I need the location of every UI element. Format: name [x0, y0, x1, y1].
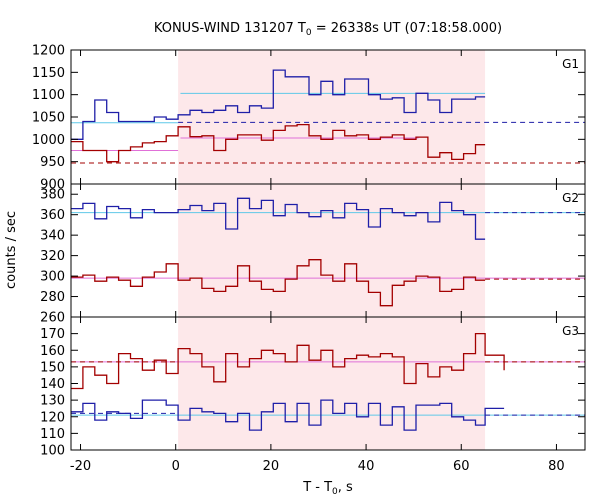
panel-g2-label: G2	[562, 191, 579, 205]
panel-g2-y-tick-label: 260	[40, 311, 65, 326]
panel-g2-y-tick-label: 280	[40, 290, 65, 305]
panel-g3-series-upper	[71, 399, 505, 431]
panel-g1-y-tick-label: 900	[40, 178, 65, 193]
y-axis-title: counts / sec	[4, 211, 19, 289]
plot-area: 90095010001050110011501200G1260280300320…	[32, 44, 586, 474]
panel-g1-series-lower	[71, 123, 486, 163]
panel-g3-y-tick-label: 150	[40, 360, 65, 375]
chart-title: KONUS-WIND 131207 T0 = 26338s UT (07:18:…	[154, 21, 502, 38]
panel-g3-y-tick-label: 140	[40, 377, 65, 392]
panel-g3-y-tick-label: 130	[40, 394, 65, 409]
burst-interval-shading	[178, 50, 486, 450]
panel-g3-y-tick-label: 160	[40, 344, 65, 359]
panel-g2-y-tick-label: 300	[40, 270, 65, 285]
panel-g2-series-lower	[71, 259, 486, 307]
x-axis-title: T - T0, s	[302, 480, 353, 497]
x-tick-label: 0	[172, 459, 180, 474]
panel-g2-y-tick-label: 360	[40, 208, 65, 223]
panel-g1-y-tick-label: 950	[40, 155, 65, 170]
x-tick-label: -20	[70, 459, 91, 474]
panel-g2-y-tick-label: 320	[40, 249, 65, 264]
panel-g1-y-tick-label: 1000	[32, 133, 65, 148]
panel-g1-y-tick-label: 1100	[32, 88, 65, 103]
panel-g2-series-upper	[71, 197, 486, 240]
panel-g3-series-lower	[71, 332, 505, 390]
panel-g1-y-tick-label: 1050	[32, 111, 65, 126]
x-tick-label: 20	[263, 459, 280, 474]
panel-g1-label: G1	[562, 57, 579, 71]
panel-g1-series-upper	[71, 69, 486, 140]
panel-g3-y-tick-label: 100	[40, 444, 65, 459]
panel-g1-y-tick-label: 1150	[32, 66, 65, 81]
panel-g3-y-tick-label: 110	[40, 427, 65, 442]
x-tick-label: 60	[453, 459, 470, 474]
panel-g3-label: G3	[562, 324, 579, 338]
panel-g3-y-tick-label: 120	[40, 410, 65, 425]
panel-g2-y-tick-label: 340	[40, 229, 65, 244]
x-tick-label: 40	[358, 459, 375, 474]
x-tick-label: 80	[548, 459, 565, 474]
panel-g1-y-tick-label: 1200	[32, 44, 65, 59]
panel-g2-y-tick-label: 380	[40, 188, 65, 203]
panel-g3-y-tick-label: 170	[40, 327, 65, 342]
